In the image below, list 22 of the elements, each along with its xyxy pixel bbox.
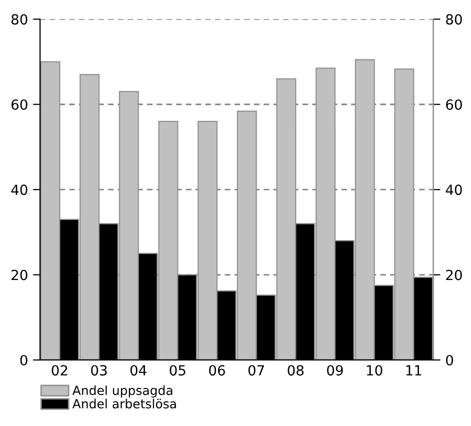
- y-tick-label: 0: [20, 354, 28, 366]
- y2-tick-label: 0: [446, 354, 454, 366]
- y2-tick-label: 20: [446, 270, 462, 280]
- x-tick-label: 11: [406, 365, 422, 376]
- y-tick-label: 60: [12, 99, 28, 110]
- x-tick-label: 09: [327, 365, 343, 376]
- x-tick-label: 10: [367, 365, 382, 376]
- legend-label: Andel uppsagda: [72, 385, 172, 398]
- x-tick-label: 07: [248, 365, 264, 376]
- y-tick-label: 80: [12, 14, 28, 25]
- x-tick-label: 06: [209, 365, 225, 376]
- y2-tick-label: 60: [446, 99, 462, 110]
- y2-tick-label: 40: [446, 184, 462, 196]
- x-tick-label: 08: [288, 365, 304, 376]
- y-tick-label: 20: [12, 270, 28, 280]
- x-tick-label: 02: [52, 365, 68, 376]
- x-tick-label: 05: [170, 365, 186, 376]
- x-tick-label: 04: [130, 365, 146, 376]
- y2-tick-label: 80: [446, 14, 462, 25]
- legend-label: Andel arbetslösa: [72, 398, 176, 408]
- y-tick-label: 40: [11, 184, 28, 196]
- x-tick-label: 03: [91, 365, 107, 376]
